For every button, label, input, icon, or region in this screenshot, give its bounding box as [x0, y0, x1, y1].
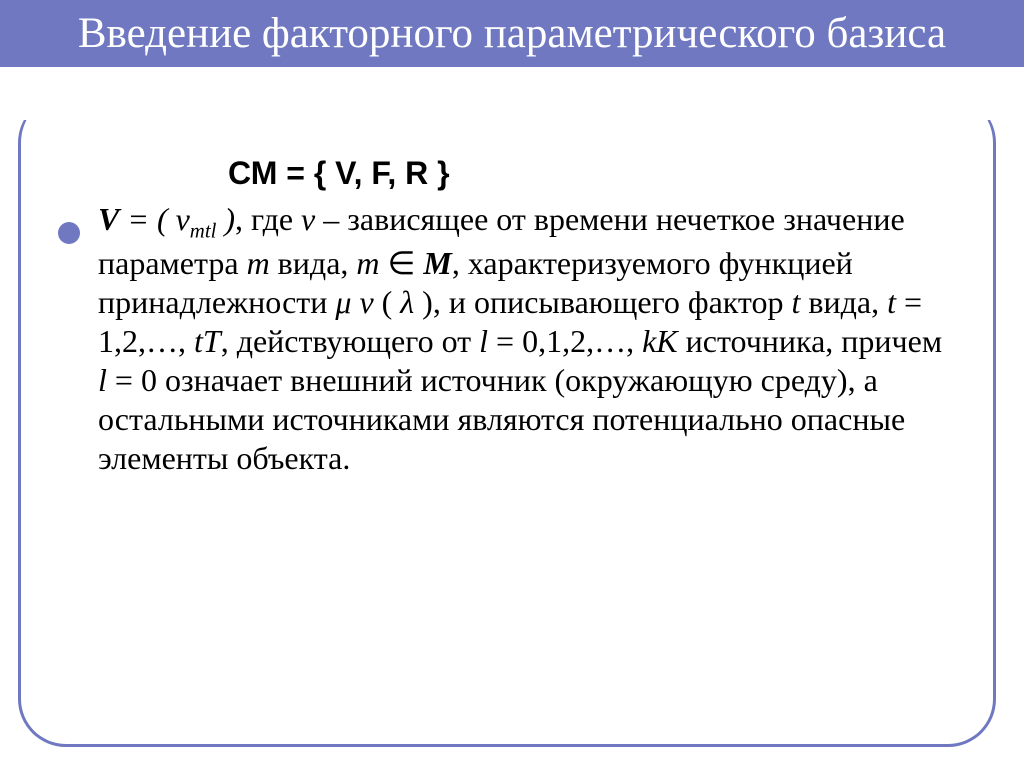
slide-title: Введение факторного параметрического баз… — [0, 10, 1024, 57]
definition-paragraph: V = ( vmtl ), где v – зависящее от време… — [98, 200, 954, 478]
presentation-slide: Введение факторного параметрического баз… — [0, 0, 1024, 767]
formula-line: СМ = { V, F, R } — [228, 155, 954, 192]
bullet-icon — [58, 222, 80, 244]
slide-body: СМ = { V, F, R } V = ( vmtl ), где v – з… — [98, 155, 954, 478]
frame-top-cover — [10, 90, 1004, 120]
title-band: Введение факторного параметрического баз… — [0, 0, 1024, 71]
